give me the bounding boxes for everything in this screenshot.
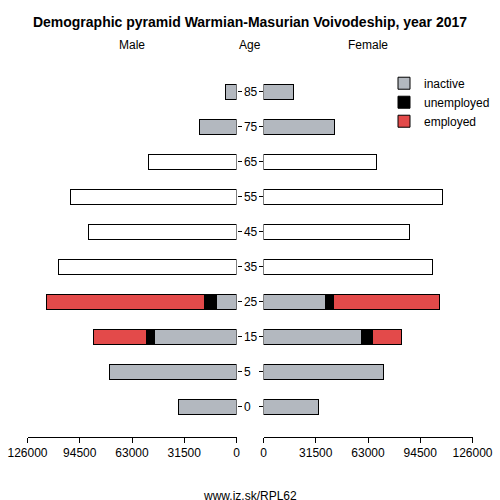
svg-text:Age: Age bbox=[239, 38, 261, 52]
svg-text:55: 55 bbox=[244, 190, 258, 204]
svg-text:0: 0 bbox=[260, 446, 267, 460]
svg-text:5: 5 bbox=[244, 365, 251, 379]
svg-text:15: 15 bbox=[244, 330, 258, 344]
svg-text:75: 75 bbox=[244, 120, 258, 134]
svg-text:126000: 126000 bbox=[7, 446, 47, 460]
svg-text:Female: Female bbox=[348, 38, 388, 52]
svg-text:0: 0 bbox=[233, 446, 240, 460]
svg-text:employed: employed bbox=[424, 115, 476, 129]
svg-text:63000: 63000 bbox=[351, 446, 385, 460]
svg-text:63000: 63000 bbox=[115, 446, 149, 460]
svg-text:25: 25 bbox=[244, 295, 258, 309]
svg-text:126000: 126000 bbox=[452, 446, 492, 460]
svg-text:94500: 94500 bbox=[63, 446, 97, 460]
svg-text:85: 85 bbox=[244, 85, 258, 99]
svg-text:Demographic pyramid Warmian-Ma: Demographic pyramid Warmian-Masurian Voi… bbox=[33, 14, 467, 30]
svg-text:31500: 31500 bbox=[168, 446, 202, 460]
svg-text:Male: Male bbox=[119, 38, 145, 52]
svg-text:45: 45 bbox=[244, 225, 258, 239]
svg-text:0: 0 bbox=[244, 400, 251, 414]
svg-text:65: 65 bbox=[244, 155, 258, 169]
svg-text:94500: 94500 bbox=[404, 446, 438, 460]
svg-text:31500: 31500 bbox=[299, 446, 333, 460]
svg-text:inactive: inactive bbox=[424, 77, 465, 91]
svg-text:www.iz.sk/RPL62: www.iz.sk/RPL62 bbox=[203, 489, 297, 500]
svg-text:35: 35 bbox=[244, 260, 258, 274]
svg-text:unemployed: unemployed bbox=[424, 96, 489, 110]
